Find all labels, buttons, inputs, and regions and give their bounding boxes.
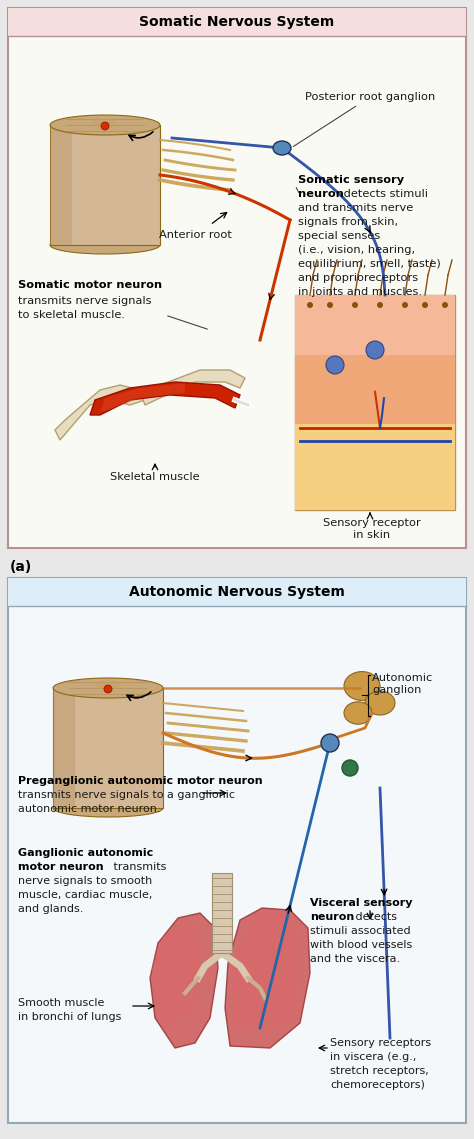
Text: (a): (a): [10, 560, 32, 574]
Text: transmits: transmits: [110, 862, 166, 872]
Circle shape: [307, 302, 313, 308]
Text: detects stimuli: detects stimuli: [340, 189, 428, 199]
Circle shape: [321, 734, 339, 752]
Text: in viscera (e.g.,: in viscera (e.g.,: [330, 1052, 416, 1062]
Text: equilibrium, smell, taste): equilibrium, smell, taste): [298, 259, 441, 269]
Text: with blood vessels: with blood vessels: [310, 940, 412, 950]
Text: and glands.: and glands.: [18, 904, 83, 913]
Text: autonomic motor neuron.: autonomic motor neuron.: [18, 804, 161, 814]
Ellipse shape: [273, 141, 291, 155]
Polygon shape: [50, 125, 72, 245]
Circle shape: [442, 302, 448, 308]
Text: to skeletal muscle.: to skeletal muscle.: [18, 310, 125, 320]
FancyBboxPatch shape: [8, 8, 466, 36]
Ellipse shape: [344, 702, 372, 724]
Text: chemoreceptors): chemoreceptors): [330, 1080, 425, 1090]
Polygon shape: [93, 117, 117, 129]
Circle shape: [342, 760, 358, 776]
Text: Autonomic Nervous System: Autonomic Nervous System: [129, 585, 345, 599]
FancyBboxPatch shape: [8, 577, 466, 606]
Text: stimuli associated: stimuli associated: [310, 926, 410, 936]
Circle shape: [377, 302, 383, 308]
Text: Visceral sensory: Visceral sensory: [310, 898, 412, 908]
Circle shape: [101, 122, 109, 130]
Text: stretch receptors,: stretch receptors,: [330, 1066, 429, 1076]
Ellipse shape: [53, 798, 163, 817]
Circle shape: [366, 341, 384, 359]
Text: (i.e., vision, hearing,: (i.e., vision, hearing,: [298, 245, 415, 255]
Text: Posterior root ganglion: Posterior root ganglion: [293, 92, 435, 147]
Text: nerve signals to smooth: nerve signals to smooth: [18, 876, 152, 886]
Polygon shape: [150, 913, 218, 1048]
Text: Anterior root: Anterior root: [159, 230, 231, 240]
Text: special senses: special senses: [298, 231, 380, 241]
Text: Sensory receptor
in skin: Sensory receptor in skin: [323, 518, 421, 540]
Polygon shape: [53, 688, 75, 808]
FancyBboxPatch shape: [8, 577, 466, 1123]
Circle shape: [422, 302, 428, 308]
Text: Somatic motor neuron: Somatic motor neuron: [18, 280, 162, 290]
Text: in bronchi of lungs: in bronchi of lungs: [18, 1011, 121, 1022]
Ellipse shape: [50, 115, 160, 136]
FancyBboxPatch shape: [212, 872, 232, 953]
Text: Ganglionic autonomic: Ganglionic autonomic: [18, 849, 153, 858]
Polygon shape: [152, 920, 200, 1029]
Polygon shape: [90, 382, 240, 415]
Text: Smooth muscle: Smooth muscle: [18, 998, 104, 1008]
Polygon shape: [55, 385, 145, 440]
Text: motor neuron: motor neuron: [18, 862, 104, 872]
Text: and proprioreceptors: and proprioreceptors: [298, 273, 418, 282]
Text: Somatic Nervous System: Somatic Nervous System: [139, 15, 335, 28]
Text: muscle, cardiac muscle,: muscle, cardiac muscle,: [18, 890, 152, 900]
Text: detects: detects: [352, 912, 397, 921]
Circle shape: [327, 302, 333, 308]
Text: and transmits nerve: and transmits nerve: [298, 203, 413, 213]
Polygon shape: [295, 295, 455, 355]
Text: Skeletal muscle: Skeletal muscle: [110, 472, 200, 482]
FancyBboxPatch shape: [8, 8, 466, 548]
FancyBboxPatch shape: [295, 295, 455, 510]
Ellipse shape: [50, 236, 160, 254]
Text: neuron: neuron: [298, 189, 344, 199]
Polygon shape: [295, 355, 455, 424]
Polygon shape: [50, 125, 160, 245]
Polygon shape: [100, 383, 185, 412]
Text: transmits nerve signals: transmits nerve signals: [18, 296, 152, 306]
Ellipse shape: [344, 672, 380, 700]
Text: neuron: neuron: [310, 912, 354, 921]
Text: signals from skin,: signals from skin,: [298, 218, 398, 227]
Polygon shape: [225, 908, 310, 1048]
Text: Preganglionic autonomic motor neuron: Preganglionic autonomic motor neuron: [18, 776, 263, 786]
Ellipse shape: [365, 691, 395, 715]
Circle shape: [326, 357, 344, 374]
Circle shape: [104, 685, 112, 693]
Text: transmits nerve signals to a ganglionic: transmits nerve signals to a ganglionic: [18, 790, 235, 800]
Polygon shape: [96, 680, 120, 693]
Circle shape: [402, 302, 408, 308]
Polygon shape: [140, 370, 245, 405]
Polygon shape: [232, 913, 300, 1029]
Circle shape: [352, 302, 358, 308]
Polygon shape: [53, 688, 163, 808]
Ellipse shape: [53, 678, 163, 698]
Text: Sensory receptors: Sensory receptors: [330, 1038, 431, 1048]
Polygon shape: [295, 424, 455, 510]
Text: Somatic sensory: Somatic sensory: [298, 175, 404, 185]
Text: Autonomic
ganglion: Autonomic ganglion: [372, 673, 433, 695]
Text: and the viscera.: and the viscera.: [310, 954, 400, 964]
Text: in joints and muscles.: in joints and muscles.: [298, 287, 422, 297]
